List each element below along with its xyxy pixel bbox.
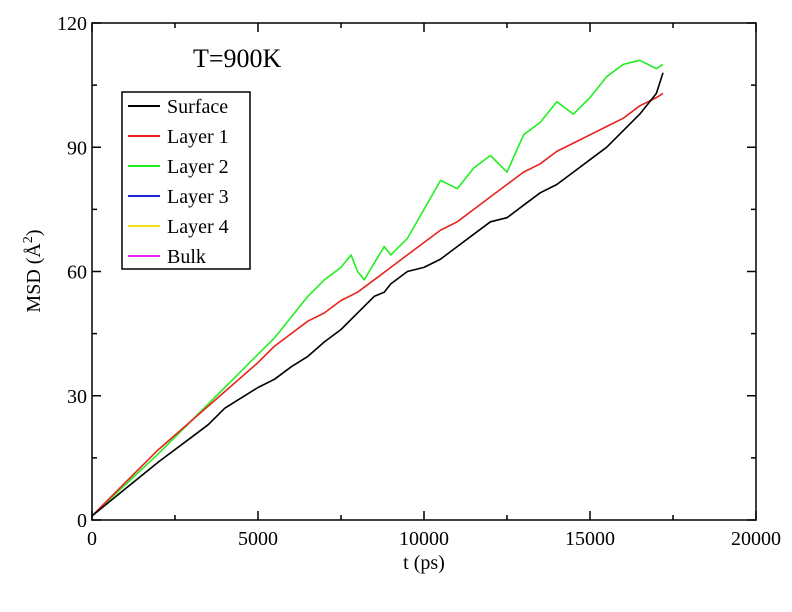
x-tick-label: 5000 bbox=[238, 528, 278, 550]
legend-box bbox=[121, 91, 251, 270]
series-line-surface bbox=[91, 72, 664, 517]
y-axis-label: MSD (Å2) bbox=[21, 229, 45, 312]
y-axis-label-suffix: ) bbox=[23, 229, 45, 236]
x-tick-label: 15000 bbox=[565, 528, 615, 550]
legend-label: Layer 2 bbox=[167, 156, 229, 178]
legend-label: Layer 4 bbox=[167, 216, 229, 238]
y-tick-label: 30 bbox=[67, 386, 87, 408]
y-tick-label: 60 bbox=[67, 262, 87, 284]
axes-layer: 0 5000 10000 15000 20000 0 30 60 90 120 bbox=[57, 13, 781, 550]
y-tick-label: 0 bbox=[77, 510, 87, 532]
y-tick-label: 90 bbox=[67, 137, 87, 159]
legend-label: Layer 1 bbox=[167, 126, 229, 148]
legend-items: Surface Layer 1 Layer 2 Layer 3 Layer 4 Bulk bbox=[128, 96, 229, 268]
x-axis-label: t (ps) bbox=[403, 552, 445, 574]
series-layer bbox=[91, 59, 664, 517]
chart-annotation: T=900K bbox=[193, 44, 282, 73]
y-axis-label-sup: 2 bbox=[21, 236, 36, 243]
series-line-layer-2 bbox=[91, 59, 664, 517]
legend-label: Surface bbox=[167, 96, 228, 118]
legend: Surface Layer 1 Layer 2 Layer 3 Layer 4 Bulk bbox=[121, 91, 251, 270]
series-line-layer-1 bbox=[91, 92, 664, 517]
y-tick-label: 120 bbox=[57, 13, 87, 35]
y-axis-label-prefix: MSD ( bbox=[23, 257, 45, 312]
x-tick-label: 10000 bbox=[399, 528, 449, 550]
legend-label: Layer 3 bbox=[167, 186, 229, 208]
x-tick-label: 20000 bbox=[731, 528, 781, 550]
x-tick-label: 0 bbox=[87, 528, 97, 550]
y-axis-label-unit: Å bbox=[23, 243, 45, 258]
legend-label: Bulk bbox=[167, 246, 206, 268]
